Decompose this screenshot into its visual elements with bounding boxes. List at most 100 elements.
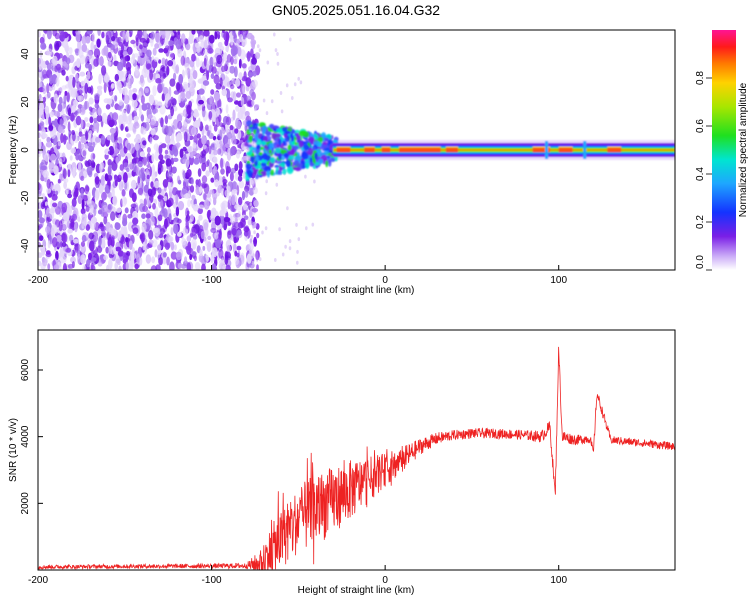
- heatmap-cell: [209, 189, 215, 195]
- heatmap-cell: [236, 245, 242, 251]
- heatmap-cell: [101, 112, 108, 123]
- heatmap-cell: [261, 230, 264, 235]
- heatmap-cell: [292, 145, 299, 150]
- heatmap-cell: [230, 56, 234, 65]
- heatmap-cell: [219, 129, 223, 141]
- heatmap-cell: [230, 84, 235, 90]
- heatmap-cell: [193, 254, 197, 262]
- heatmap-cell: [161, 206, 165, 214]
- heatmap-cell: [235, 150, 241, 159]
- heatmap-cell: [135, 37, 139, 47]
- heatmap-cell: [111, 187, 115, 198]
- heatmap-cell: [100, 135, 106, 145]
- heatmap-cell: [201, 107, 206, 118]
- heatmap-cell: [185, 185, 192, 191]
- heatmap-cell: [89, 240, 95, 252]
- heatmap-cell: [84, 82, 89, 94]
- heatmap-cell: [134, 65, 140, 76]
- heatmap-cell: [38, 224, 43, 229]
- heatmap-cell: [191, 53, 196, 62]
- snr-y-ticks: 2000 4000 6000: [20, 358, 43, 514]
- snr-x-tick-label: 100: [550, 575, 567, 586]
- heatmap-cell: [224, 189, 230, 197]
- heatmap-cell: [177, 30, 181, 36]
- heatmap-cell: [295, 222, 298, 227]
- heatmap-cell: [107, 60, 112, 67]
- heatmap-cell: [45, 216, 50, 224]
- heatmap-cell: [125, 237, 129, 243]
- heatmap-cell: [241, 30, 248, 38]
- heatmap-cell: [40, 121, 45, 126]
- heatmap-cell: [118, 143, 123, 150]
- heatmap-cell: [209, 56, 214, 68]
- heatmap-cell: [141, 213, 146, 219]
- heatmap-cell: [207, 47, 214, 54]
- heatmap-cell: [42, 258, 48, 267]
- heatmap-cell: [120, 236, 126, 245]
- heatmap-cell: [201, 175, 208, 184]
- heatmap-cell: [333, 149, 675, 151]
- heatmap-cell: [139, 151, 145, 158]
- heatmap-cell: [251, 40, 255, 50]
- heatmap-cell: [135, 133, 141, 140]
- heatmap-cell: [276, 61, 280, 66]
- heatmap-cell: [251, 99, 255, 106]
- spectrogram-x-tick-label: 0: [382, 275, 388, 286]
- heatmap-cell: [120, 226, 125, 235]
- heatmap-cell: [52, 184, 57, 192]
- heatmap-cell: [38, 235, 44, 242]
- heatmap-cell: [38, 252, 43, 258]
- heatmap-cell: [81, 43, 88, 53]
- heatmap-cell: [82, 150, 87, 157]
- heatmap-cell: [123, 94, 130, 105]
- heatmap-cell: [233, 213, 240, 219]
- heatmap-cell: [289, 37, 292, 42]
- heatmap-cell: [81, 35, 87, 45]
- heatmap-cell: [150, 181, 154, 189]
- heatmap-cell: [227, 97, 234, 103]
- heatmap-cell: [197, 178, 201, 188]
- heatmap-cell: [225, 104, 229, 114]
- heatmap-cell: [148, 239, 154, 245]
- heatmap-cell: [183, 121, 188, 127]
- heatmap-cell: [120, 44, 125, 52]
- heatmap-cell: [274, 164, 280, 168]
- heatmap-cell: [116, 207, 122, 213]
- heatmap-cell: [76, 58, 81, 68]
- heatmap-cell: [198, 88, 205, 95]
- heatmap-cell: [206, 192, 211, 199]
- heatmap-cell: [238, 168, 244, 177]
- heatmap-cell: [175, 206, 180, 217]
- heatmap-cell: [44, 30, 48, 35]
- heatmap-cell: [299, 162, 303, 167]
- heatmap-cell: [101, 226, 107, 231]
- heatmap-cell: [77, 95, 84, 102]
- colorbar-ticks: 0.0 0.2 0.4 0.6 0.8: [695, 71, 712, 271]
- heatmap-cell: [115, 246, 122, 252]
- heatmap-cell: [202, 144, 207, 150]
- heatmap-cell: [296, 249, 299, 254]
- heatmap-cell: [146, 63, 152, 70]
- heatmap-cell: [266, 60, 270, 65]
- heatmap-cell: [165, 134, 171, 144]
- heatmap-cell: [246, 120, 252, 127]
- heatmap-cell: [71, 197, 77, 207]
- heatmap-cell: [253, 200, 259, 208]
- heatmap-cell: [90, 264, 96, 270]
- heatmap-cell: [87, 191, 91, 200]
- heatmap-cell: [98, 73, 102, 85]
- heatmap-cell: [213, 91, 220, 102]
- heatmap-cell: [158, 59, 162, 64]
- snr-y-label: SNR (10 * v/v): [8, 418, 19, 482]
- heatmap-cell: [164, 218, 168, 229]
- heatmap-cell: [288, 155, 295, 160]
- heatmap-cell: [184, 193, 191, 199]
- heatmap-cell: [217, 41, 223, 48]
- heatmap-cell: [122, 218, 128, 227]
- heatmap-cell: [92, 231, 99, 243]
- heatmap-cell: [73, 239, 79, 244]
- heatmap-cell: [124, 207, 129, 214]
- heatmap-cell: [143, 184, 149, 193]
- heatmap-cell: [118, 214, 122, 221]
- heatmap-cell: [274, 133, 282, 138]
